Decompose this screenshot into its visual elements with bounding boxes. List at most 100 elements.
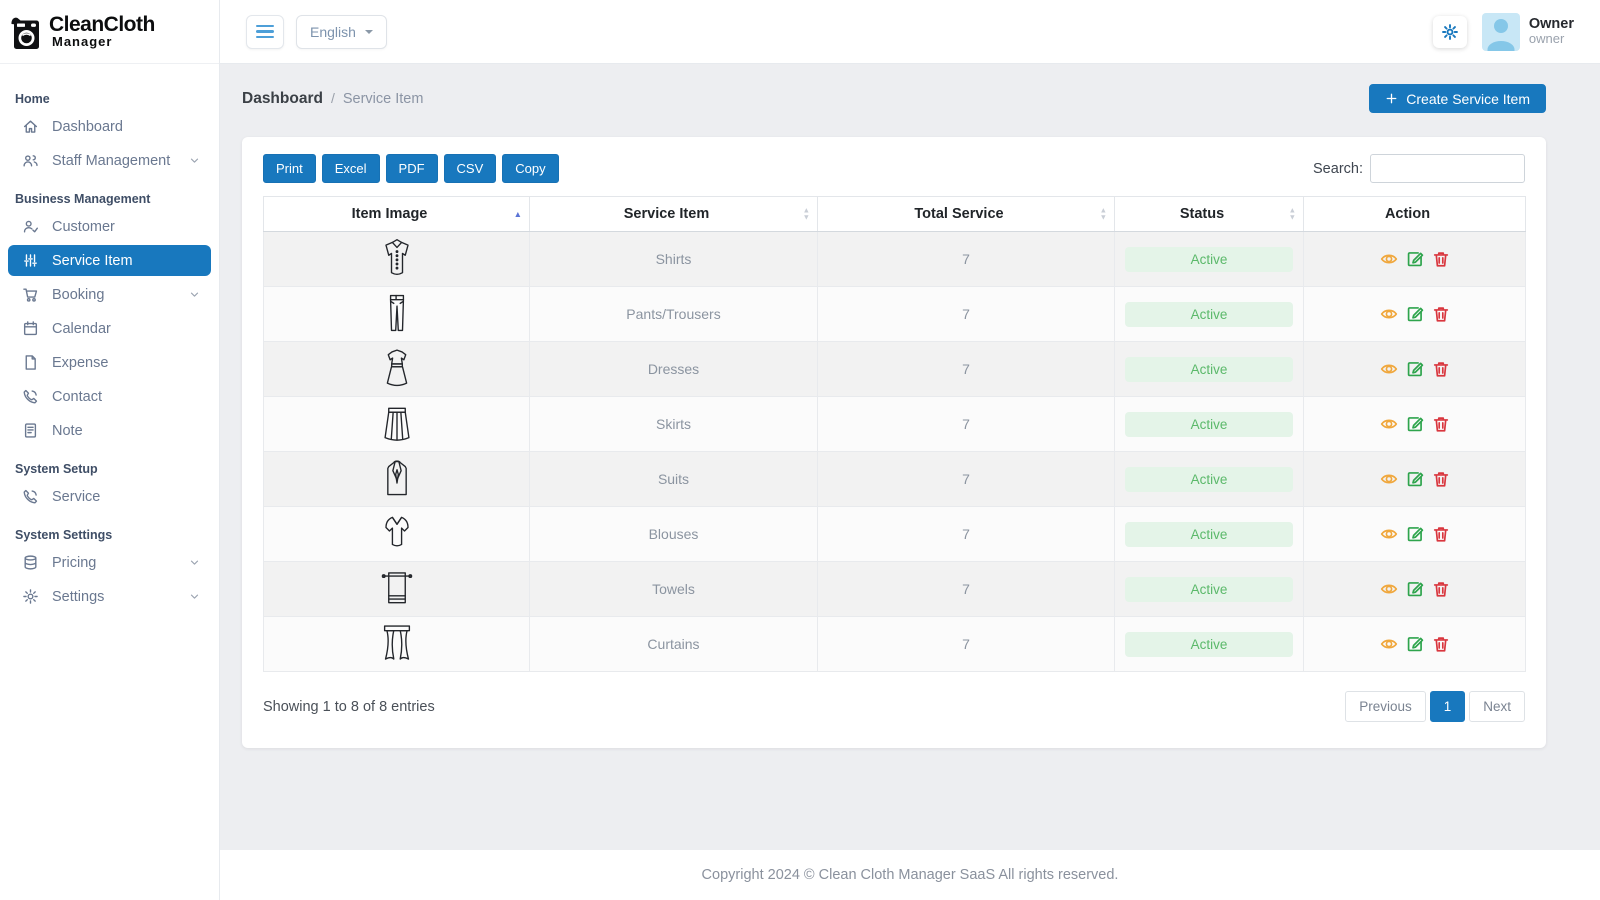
edit-icon[interactable] <box>1406 305 1424 323</box>
status-badge: Active <box>1125 577 1293 602</box>
trash-icon[interactable] <box>1432 525 1450 543</box>
trash-icon[interactable] <box>1432 250 1450 268</box>
create-service-item-button[interactable]: Create Service Item <box>1369 84 1546 113</box>
sidebar-item-booking[interactable]: Booking <box>8 279 211 310</box>
search-group: Search: <box>1313 154 1525 183</box>
phone-icon <box>22 388 39 405</box>
status-badge: Active <box>1125 522 1293 547</box>
plus-icon <box>1385 92 1398 105</box>
service-item-cell: Pants/Trousers <box>530 287 818 342</box>
sidebar-item-pricing[interactable]: Pricing <box>8 547 211 578</box>
eye-icon[interactable] <box>1380 525 1398 543</box>
service-item-table: Item Image▲Service Item▲▼Total Service▲▼… <box>263 196 1526 672</box>
sidebar-item-note[interactable]: Note <box>8 415 211 446</box>
service-item-cell: Dresses <box>530 342 818 397</box>
sidebar-item-service-item[interactable]: Service Item <box>8 245 211 276</box>
next-page-button[interactable]: Next <box>1469 691 1525 722</box>
sidebar-item-settings[interactable]: Settings <box>8 581 211 612</box>
column-label: Action <box>1385 206 1430 222</box>
trash-icon[interactable] <box>1432 415 1450 433</box>
eye-icon[interactable] <box>1380 580 1398 598</box>
edit-icon[interactable] <box>1406 470 1424 488</box>
skirt-icon <box>375 401 419 445</box>
chevron-down-icon <box>188 288 201 301</box>
sidebar-item-calendar[interactable]: Calendar <box>8 313 211 344</box>
table-row-towels: Towels7Active <box>264 562 1526 617</box>
eye-icon[interactable] <box>1380 360 1398 378</box>
trash-icon[interactable] <box>1432 470 1450 488</box>
column-header-total-service[interactable]: Total Service▲▼ <box>818 197 1115 232</box>
table-row-blouses: Blouses7Active <box>264 507 1526 562</box>
service-item-cell: Towels <box>530 562 818 617</box>
sidebar-item-contact[interactable]: Contact <box>8 381 211 412</box>
export-button-group: PrintExcelPDFCSVCopy <box>263 154 559 183</box>
language-selector[interactable]: English <box>296 15 387 49</box>
towel-icon <box>375 566 419 610</box>
curtains-icon <box>375 621 419 665</box>
pants-icon <box>375 291 419 335</box>
edit-icon[interactable] <box>1406 635 1424 653</box>
action-cell <box>1304 287 1526 342</box>
eye-icon[interactable] <box>1380 470 1398 488</box>
excel-export-button[interactable]: Excel <box>322 154 380 183</box>
edit-icon[interactable] <box>1406 250 1424 268</box>
trash-icon[interactable] <box>1432 580 1450 598</box>
breadcrumb-separator: / <box>331 90 335 106</box>
trash-icon[interactable] <box>1432 360 1450 378</box>
chevron-down-icon <box>188 154 201 167</box>
edit-icon[interactable] <box>1406 360 1424 378</box>
sidebar-item-dashboard[interactable]: Dashboard <box>8 111 211 142</box>
status-cell: Active <box>1115 617 1304 672</box>
main-content: Dashboard / Service Item Create Service … <box>220 64 1600 850</box>
hamburger-menu-button[interactable] <box>246 15 284 49</box>
sidebar-item-customer[interactable]: Customer <box>8 211 211 242</box>
user-avatar[interactable] <box>1482 13 1520 51</box>
service-item-cell: Blouses <box>530 507 818 562</box>
sidebar-item-label: Dashboard <box>52 119 201 135</box>
edit-icon[interactable] <box>1406 415 1424 433</box>
brand-logo[interactable]: CleanCloth Manager <box>0 0 219 64</box>
sidebar-item-expense[interactable]: Expense <box>8 347 211 378</box>
page-button-1[interactable]: 1 <box>1430 691 1466 722</box>
eye-icon[interactable] <box>1380 305 1398 323</box>
total-service-cell: 7 <box>818 232 1115 287</box>
item-image-cell <box>264 507 530 562</box>
chevron-down-icon <box>188 556 201 569</box>
cart-icon <box>22 286 39 303</box>
print-export-button[interactable]: Print <box>263 154 316 183</box>
sort-icons: ▲▼ <box>1100 208 1107 221</box>
pdf-export-button[interactable]: PDF <box>386 154 438 183</box>
status-badge: Active <box>1125 357 1293 382</box>
eye-icon[interactable] <box>1380 415 1398 433</box>
sidebar-item-service[interactable]: Service <box>8 481 211 512</box>
eye-icon[interactable] <box>1380 635 1398 653</box>
column-header-status[interactable]: Status▲▼ <box>1115 197 1304 232</box>
trash-icon[interactable] <box>1432 635 1450 653</box>
caret-down-icon <box>365 30 373 34</box>
search-input[interactable] <box>1370 154 1525 183</box>
action-cell <box>1304 452 1526 507</box>
sidebar-section-home: Home <box>15 92 204 106</box>
settings-gear-button[interactable] <box>1433 16 1467 48</box>
eye-icon[interactable] <box>1380 250 1398 268</box>
column-header-item-image[interactable]: Item Image▲ <box>264 197 530 232</box>
sidebar-item-label: Customer <box>52 219 201 235</box>
user-info[interactable]: Owner owner <box>1529 16 1574 48</box>
database-icon <box>22 554 39 571</box>
edit-icon[interactable] <box>1406 525 1424 543</box>
csv-export-button[interactable]: CSV <box>444 154 497 183</box>
sidebar-item-staff-management[interactable]: Staff Management <box>8 145 211 176</box>
page-footer: Copyright 2024 © Clean Cloth Manager Saa… <box>220 850 1600 900</box>
edit-icon[interactable] <box>1406 580 1424 598</box>
item-image-cell <box>264 397 530 452</box>
table-body: Shirts7ActivePants/Trousers7ActiveDresse… <box>264 232 1526 672</box>
breadcrumb-dashboard-link[interactable]: Dashboard <box>242 90 323 108</box>
action-cell <box>1304 342 1526 397</box>
column-header-service-item[interactable]: Service Item▲▼ <box>530 197 818 232</box>
table-row-skirts: Skirts7Active <box>264 397 1526 452</box>
gear-icon <box>22 588 39 605</box>
copy-export-button[interactable]: Copy <box>502 154 558 183</box>
previous-page-button[interactable]: Previous <box>1345 691 1426 722</box>
trash-icon[interactable] <box>1432 305 1450 323</box>
item-image-cell <box>264 232 530 287</box>
